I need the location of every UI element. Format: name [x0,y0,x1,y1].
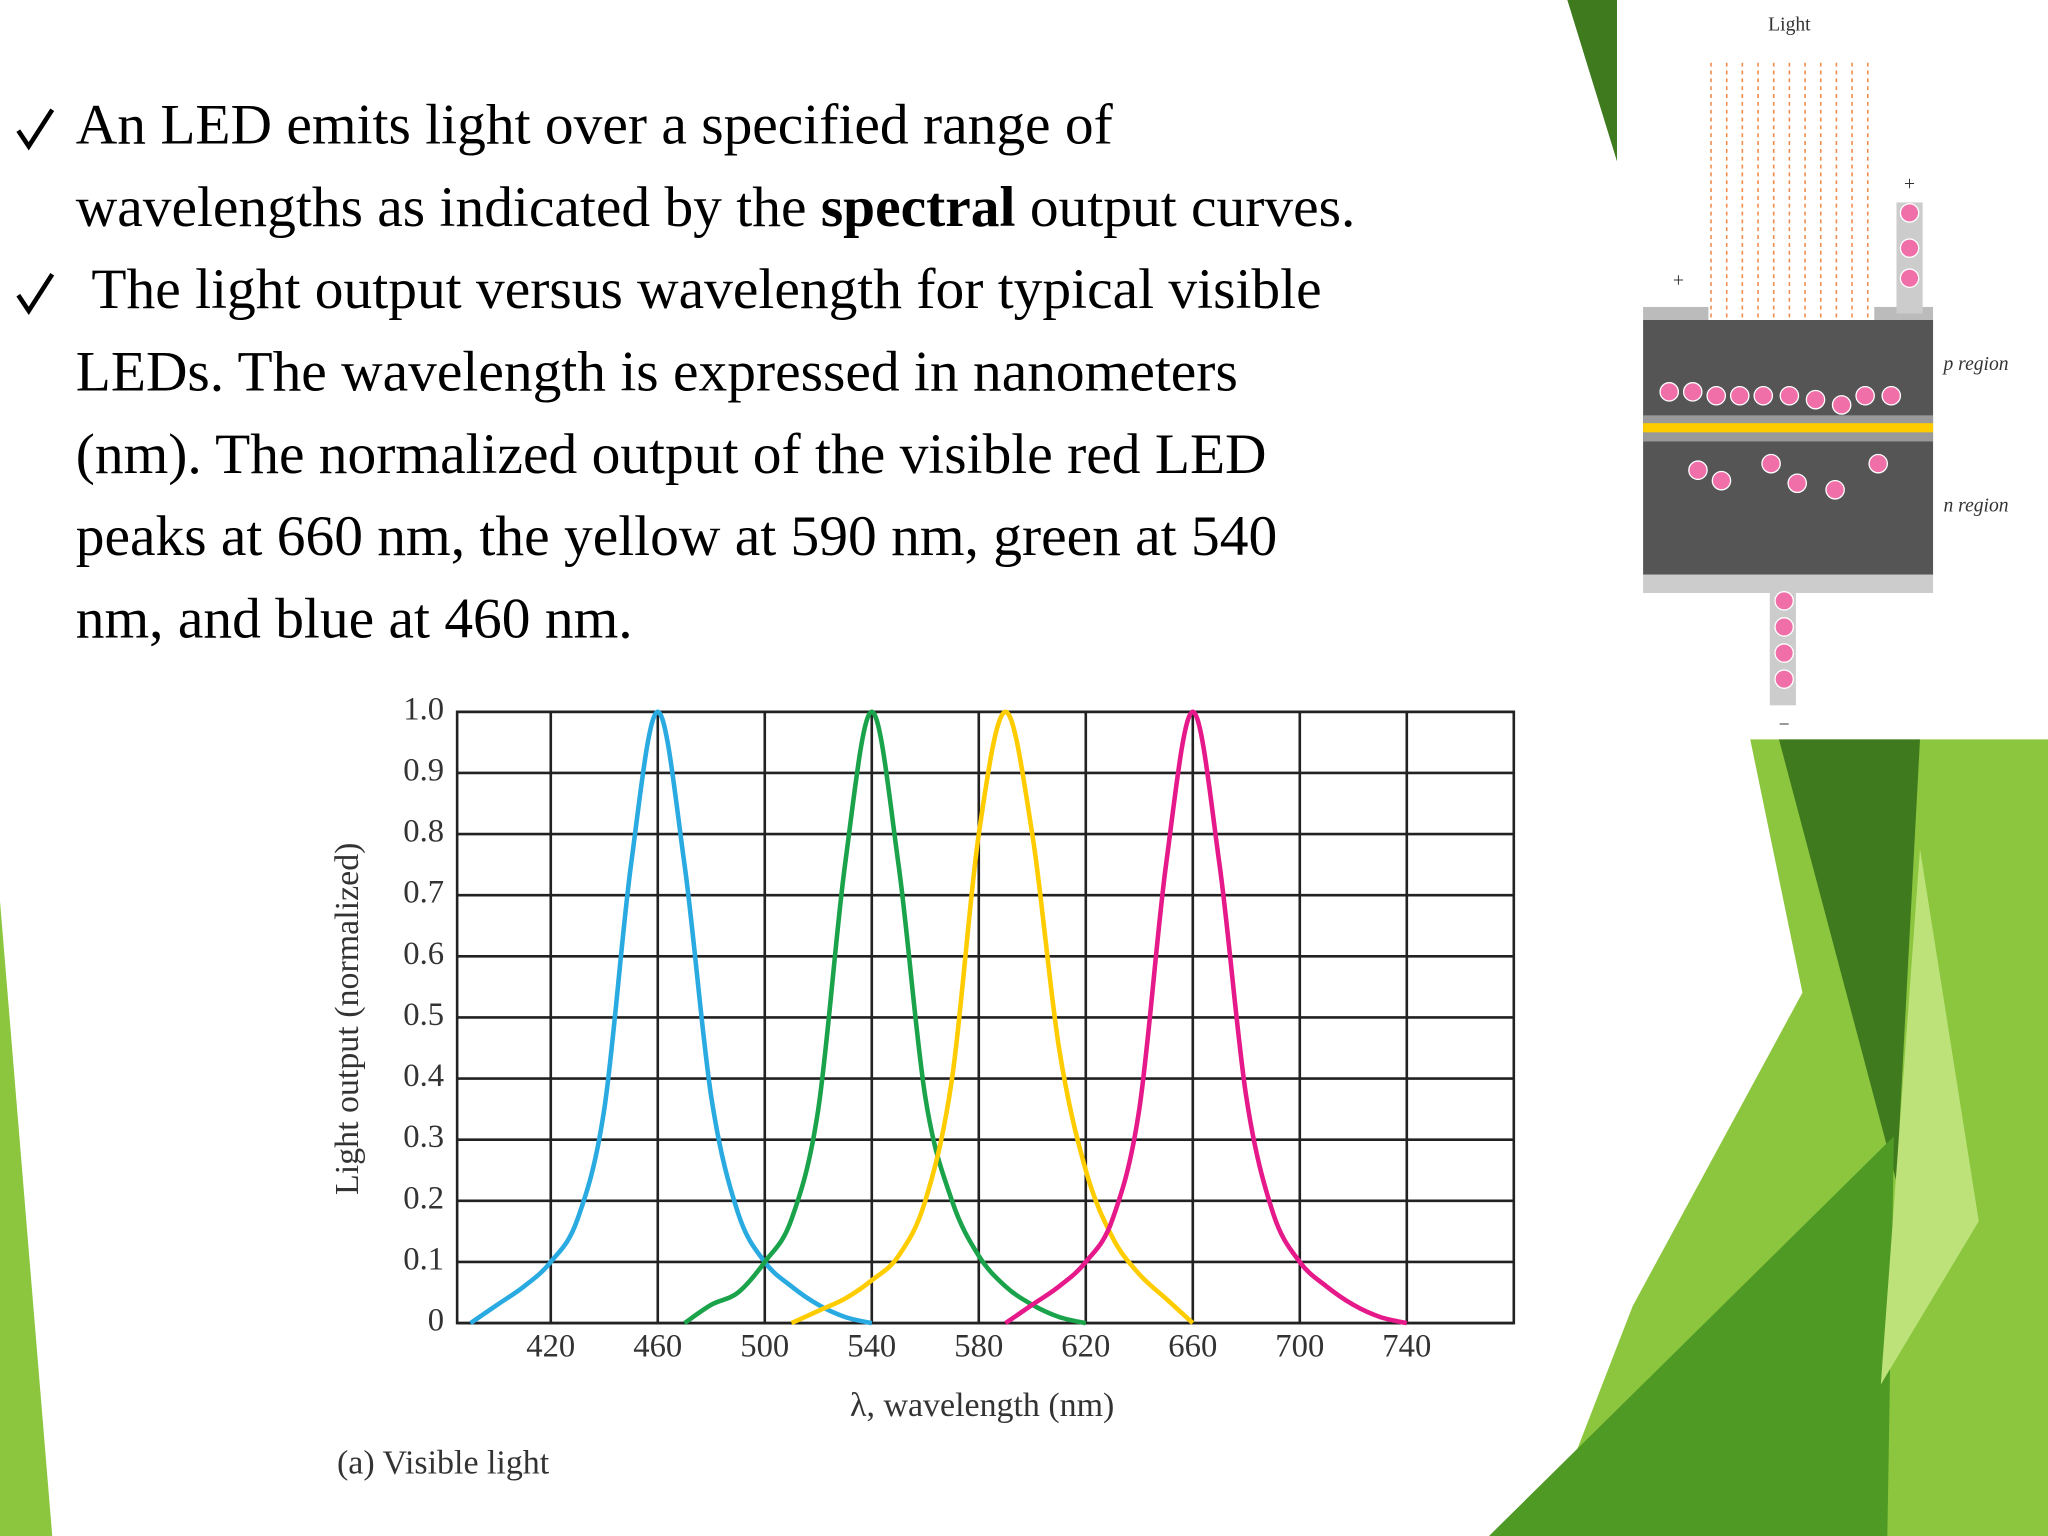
light-label: Light [1768,15,1811,36]
semiconductor [1643,320,1934,575]
y-axis-label: Light output (normalized) [329,843,366,1195]
bullet-line: peaks at 660 nm, the yellow at 590 nm, g… [76,505,1277,568]
x-tick-label: 500 [740,1329,789,1365]
bold-text: spectral [821,176,1016,239]
electron [1868,453,1888,474]
electrode [1643,574,1934,593]
junction-line [1643,423,1934,433]
electron [1729,385,1750,406]
bullet-line: The light output versus wavelength for t… [91,258,1321,321]
minus-label: − [1779,715,1790,736]
shape [1778,739,1920,1183]
electron [1899,268,1920,288]
electron [1711,470,1732,491]
y-tick-label: 0.9 [403,752,444,788]
bullet-line: (nm). The normalized output of the visib… [76,423,1267,486]
electron [1779,385,1800,406]
y-tick-label: 0.3 [403,1119,444,1155]
shape [0,901,53,1536]
series-line [790,709,1195,1326]
text: LEDs. The wavelength is expressed in nan… [76,341,1238,404]
electron [1899,203,1920,223]
electron [1774,669,1794,689]
electron [1682,382,1703,402]
electron [1774,643,1794,663]
bullet-line: nm, and blue at 460 nm. [76,588,633,651]
electron [1753,385,1774,406]
electron [1831,395,1852,415]
electron [1855,385,1875,406]
x-tick-label: 580 [954,1329,1003,1365]
chart: Light output (normalized) λ, wavelength … [329,691,1516,1481]
plus-label: + [1673,271,1684,292]
y-tick-label: 0 [428,1303,444,1339]
text: The light output versus wavelength for t… [91,258,1321,321]
series-line [469,709,873,1326]
text: output curves. [1015,176,1355,239]
x-axis-label: λ, wavelength (nm) [850,1387,1114,1424]
electron [1774,591,1794,611]
x-tick-label: 420 [526,1329,575,1365]
y-tick-label: 1.0 [403,691,444,727]
bullet-line: An LED emits light over a specified rang… [76,94,1114,157]
electron [1706,385,1727,406]
electron [1774,617,1794,637]
p-region-label: p region [1942,354,2009,375]
plus-label: + [1904,174,1915,195]
electron [1787,473,1808,494]
x-tick-label: 620 [1061,1329,1110,1365]
text: nm, and blue at 460 nm. [76,588,633,651]
bullet-line: LEDs. The wavelength is expressed in nan… [76,341,1238,404]
y-tick-label: 0.8 [403,814,444,850]
electron [1659,382,1680,402]
bullets: An LED emits light over a specified rang… [16,94,1356,651]
x-tick-label: 740 [1382,1329,1431,1365]
electron [1805,389,1826,410]
bullet-line: wavelengths as indicated by the spectral… [76,176,1356,239]
y-tick-label: 0.6 [403,936,444,972]
electron [1881,385,1902,406]
electron [1899,238,1920,258]
shape [1488,1136,1894,1536]
y-tick-label: 0.2 [403,1180,444,1216]
checkmark [16,108,55,151]
text: An LED emits light over a specified rang… [76,94,1114,157]
text: (nm). The normalized output of the visib… [76,423,1267,486]
series-line [1004,709,1408,1326]
x-tick-label: 700 [1275,1329,1324,1365]
x-tick-label: 540 [847,1329,896,1365]
y-tick-label: 0.7 [403,875,444,911]
caption: (a) Visible light [337,1444,550,1481]
series-line [683,709,1087,1326]
electron [1825,479,1845,500]
x-tick-label: 660 [1168,1329,1217,1365]
y-tick-label: 0.4 [403,1058,444,1094]
checkmark [16,273,55,316]
led-diagram: Light + + p region n region − [1616,0,2048,740]
text: wavelengths as indicated by the [76,176,821,239]
electrode [1643,306,1709,323]
x-tick-label: 460 [633,1329,682,1365]
n-region-label: n region [1944,495,2009,516]
shape [1880,848,1979,1385]
y-tick-label: 0.1 [403,1241,444,1277]
y-tick-label: 0.5 [403,997,444,1033]
electron [1761,453,1781,474]
text: peaks at 660 nm, the yellow at 590 nm, g… [76,505,1277,568]
electron [1688,460,1708,480]
